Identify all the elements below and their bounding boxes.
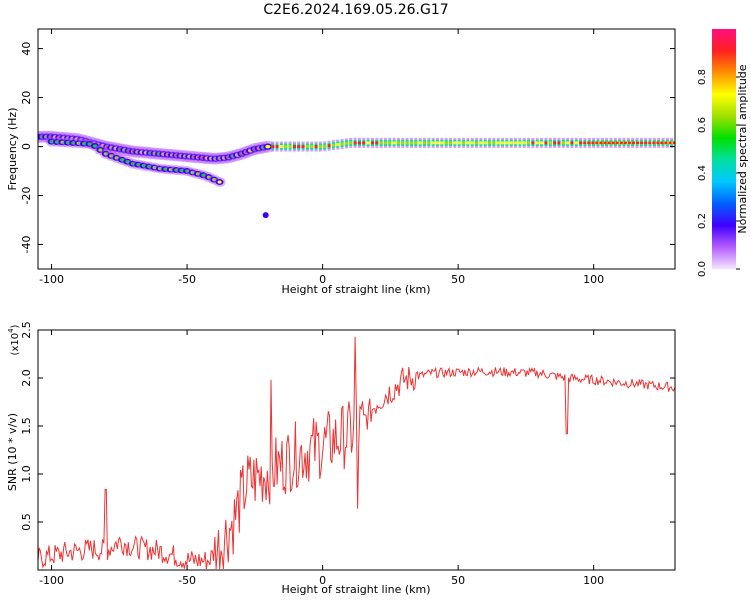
spectrogram-background [38, 29, 675, 269]
snr-y-label: SNR (10 * v/v) [6, 413, 19, 491]
y-tick-label: 2.0 [20, 369, 33, 387]
spectrogram-ticks: -100 -50 0 50 100 -40 -20 0 20 40 [20, 29, 675, 286]
y-tick-label: 20 [20, 91, 33, 105]
x-tick-label: 100 [583, 273, 604, 286]
snr-ticks: -100 -50 0 50 100 0.5 1.0 1.5 2.0 2.5 [20, 321, 675, 587]
spectrogram-y-label: Frequency (Hz) [6, 108, 19, 191]
colorbar-ticks: 0.0 0.2 0.4 0.6 0.8 [697, 69, 740, 277]
x-tick-label: -50 [178, 574, 196, 587]
y-tick-label: -20 [20, 187, 33, 205]
x-tick-label: 50 [451, 273, 465, 286]
y-tick-label: 2.5 [20, 321, 33, 339]
x-tick-label: 0 [319, 574, 326, 587]
snr-frame [37, 329, 676, 571]
x-tick-label: 50 [451, 574, 465, 587]
spectrogram-x-label: Height of straight line (km) [281, 283, 430, 296]
snr-series-line [38, 336, 675, 570]
x-tick-label: 0 [319, 273, 326, 286]
colorbar-tick-label: 0.6 [697, 117, 708, 133]
isolated-point [262, 212, 269, 219]
colorbar-tick-label: 0.8 [697, 69, 708, 85]
y-tick-label: 1.0 [20, 465, 33, 483]
y-tick-label: 1.5 [20, 417, 33, 435]
snr-multiplier: (x104) [7, 324, 21, 355]
colorbar-gradient [712, 29, 736, 269]
y-tick-label: -40 [20, 236, 33, 254]
x-tick-label: -50 [178, 273, 196, 286]
snr-multiplier-exponent: 4 [7, 328, 15, 333]
colorbar-tick-label: 0.2 [697, 213, 708, 229]
colorbar-tick-label: 0.4 [697, 165, 708, 181]
x-tick-label: -100 [39, 574, 64, 587]
spectrogram-panel: -100 -50 0 50 100 -40 -20 0 20 40 Height of strai… [6, 28, 676, 296]
spectrogram-frame [37, 28, 676, 270]
y-tick-label: 40 [20, 42, 33, 56]
y-tick-label: 0 [20, 143, 33, 150]
snr-x-label: Height of straight line (km) [281, 583, 430, 596]
colorbar: 0.0 0.2 0.4 0.6 0.8 Normalized spectral ampl… [697, 29, 749, 277]
colorbar-label: Normalized spectral amplitude [736, 64, 749, 233]
x-tick-label: -100 [39, 273, 64, 286]
x-tick-label: 100 [583, 574, 604, 587]
spectrogram-image [38, 130, 675, 219]
colorbar-tick-label: 0.0 [697, 261, 708, 277]
snr-panel: -100 -50 0 50 100 0.5 1.0 1.5 2.0 2.5 Height of s… [6, 321, 676, 596]
y-tick-label: 0.5 [20, 513, 33, 531]
figure-title: C2E6.2024.169.05.26.G17 [263, 2, 448, 18]
